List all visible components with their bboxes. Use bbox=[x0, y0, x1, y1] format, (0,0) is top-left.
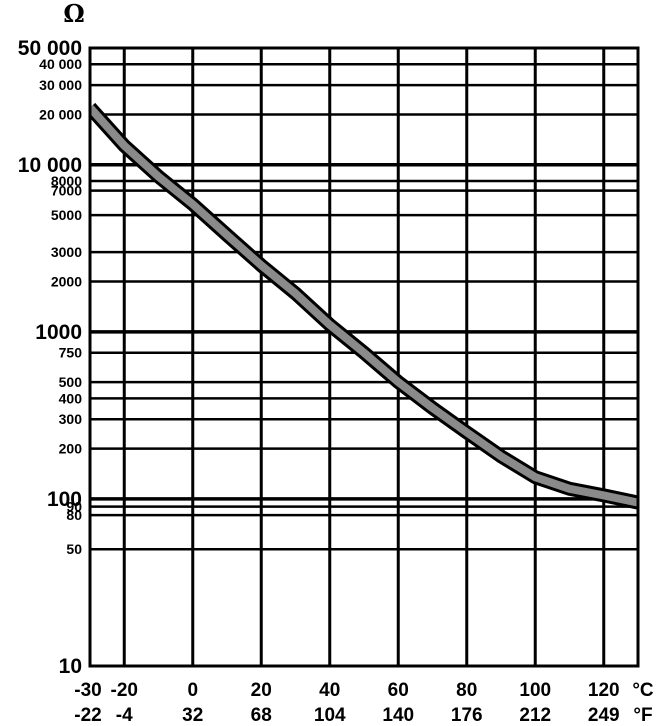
x-axis-labels: -30 -22 -20 -4 0 32 20 68 40 104 60 140 80 176 100 212 1… bbox=[74, 680, 619, 726]
x-tick-label-fahrenheit: 140 bbox=[382, 705, 414, 726]
x-tick-label-celsius: 40 bbox=[319, 680, 340, 701]
curve-band-outline bbox=[90, 102, 638, 510]
y-tick-label: 8000 bbox=[51, 173, 82, 189]
y-tick-label: 2000 bbox=[51, 274, 82, 290]
y-tick-label: 90 bbox=[66, 499, 82, 515]
y-tick-label: 100 bbox=[47, 488, 82, 511]
y-tick-label: 3000 bbox=[51, 244, 82, 260]
x-tick-label-celsius: 100 bbox=[519, 680, 551, 701]
y-tick-label: 50 000 bbox=[18, 37, 82, 60]
x-tick-label-celsius: 120 bbox=[588, 680, 620, 701]
y-tick-label: 1000 bbox=[35, 321, 82, 344]
x-tick-label-celsius: 80 bbox=[456, 680, 477, 701]
x-tick-label-fahrenheit: -4 bbox=[116, 705, 133, 726]
y-tick-label: 50 bbox=[66, 541, 82, 557]
x-tick-label-celsius: -20 bbox=[111, 680, 138, 701]
x-tick-label-celsius: 60 bbox=[388, 680, 409, 701]
curve-series bbox=[90, 102, 638, 510]
x-tick-label-fahrenheit: 212 bbox=[519, 705, 551, 726]
x-tick-label-fahrenheit: 68 bbox=[251, 705, 272, 726]
y-unit-label: Ω bbox=[63, 0, 84, 28]
y-tick-label: 400 bbox=[59, 390, 83, 406]
x-tick-label-celsius: 20 bbox=[251, 680, 272, 701]
x-tick-label-celsius: 0 bbox=[187, 680, 198, 701]
x-tick-label-fahrenheit: -22 bbox=[74, 705, 101, 726]
y-tick-label: 30 000 bbox=[39, 77, 82, 93]
curve-band-fill bbox=[90, 104, 638, 507]
plot-frame bbox=[88, 46, 640, 668]
y-tick-label: 300 bbox=[59, 411, 83, 427]
y-tick-label: 80 bbox=[66, 507, 82, 523]
y-tick-label: 10 bbox=[59, 655, 82, 678]
x-unit-fahrenheit: °F bbox=[633, 705, 652, 726]
x-tick-label-celsius: -30 bbox=[74, 680, 101, 701]
y-tick-label: 10 000 bbox=[18, 154, 82, 177]
y-tick-label: 20 000 bbox=[39, 106, 82, 122]
y-tick-label: 750 bbox=[59, 345, 83, 361]
y-tick-label: 40 000 bbox=[39, 56, 82, 72]
x-tick-label-fahrenheit: 104 bbox=[314, 705, 346, 726]
y-tick-label: 500 bbox=[59, 374, 83, 390]
x-tick-label-fahrenheit: 249 bbox=[588, 705, 620, 726]
x-unit-celsius: °C bbox=[632, 680, 654, 701]
x-tick-label-fahrenheit: 32 bbox=[182, 705, 203, 726]
y-tick-label: 200 bbox=[59, 441, 83, 457]
y-tick-label: 7000 bbox=[51, 183, 82, 199]
y-tick-label: 5000 bbox=[51, 207, 82, 223]
x-tick-label-fahrenheit: 176 bbox=[451, 705, 483, 726]
